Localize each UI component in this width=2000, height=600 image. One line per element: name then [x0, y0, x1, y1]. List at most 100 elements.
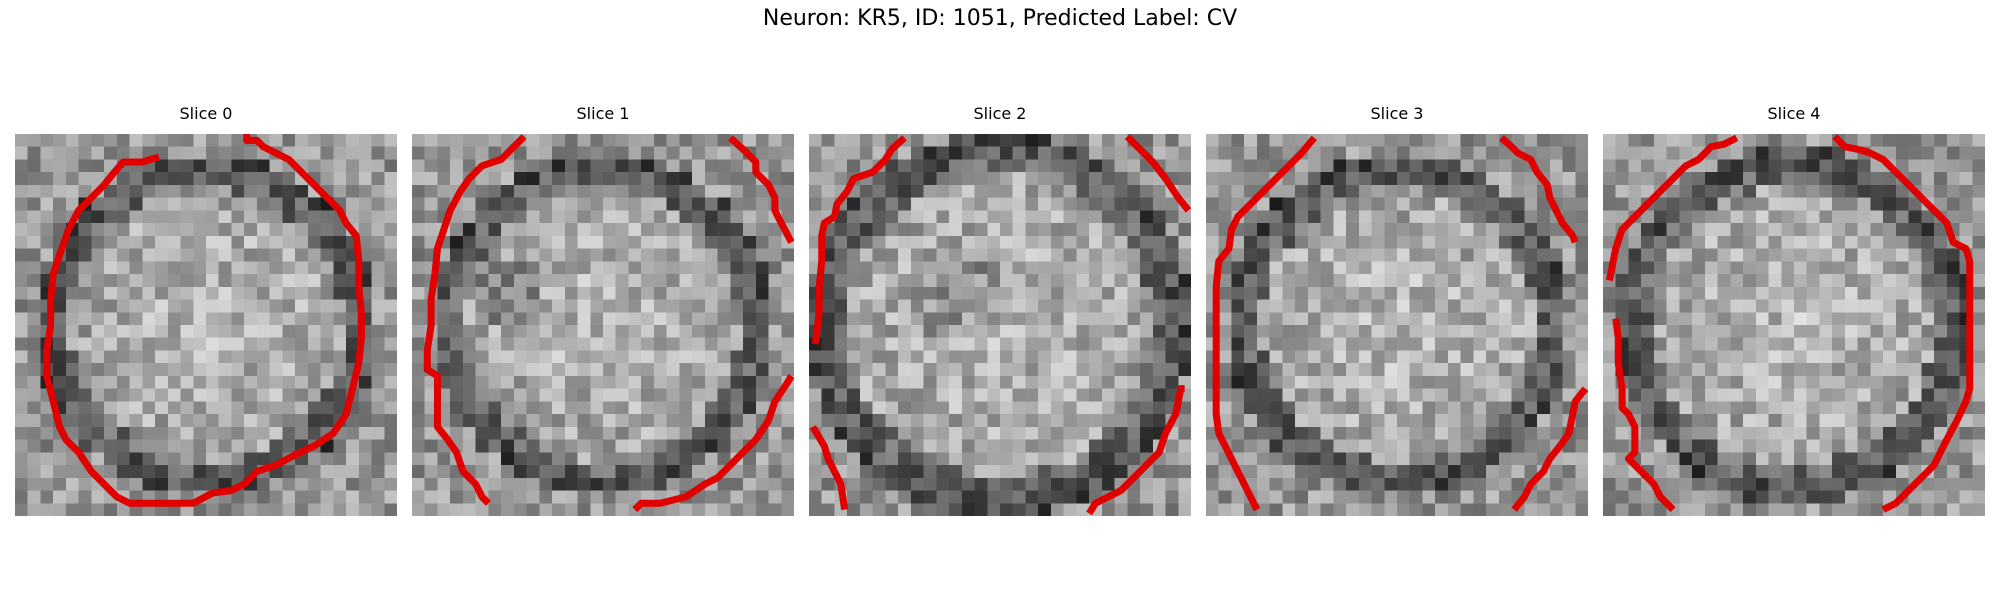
image-pixel: [412, 223, 425, 237]
image-pixel: [1050, 235, 1064, 249]
image-pixel: [910, 312, 924, 326]
image-pixel: [1206, 465, 1219, 479]
image-pixel: [1384, 350, 1398, 364]
image-pixel: [78, 146, 92, 160]
image-pixel: [1755, 274, 1769, 288]
image-pixel: [1537, 312, 1551, 326]
image-pixel: [1679, 146, 1693, 160]
image-pixel: [1435, 223, 1449, 237]
image-pixel: [27, 375, 41, 389]
image-pixel: [577, 465, 591, 479]
image-pixel: [1320, 490, 1334, 504]
image-pixel: [1000, 503, 1013, 516]
image-pixel: [1218, 503, 1232, 516]
image-pixel: [1320, 401, 1334, 415]
image-pixel: [1000, 146, 1013, 160]
image-pixel: [692, 426, 706, 440]
image-pixel: [1486, 134, 1500, 147]
image-pixel: [1152, 363, 1166, 377]
image-pixel: [603, 197, 616, 211]
image-pixel: [346, 312, 360, 326]
image-pixel: [384, 286, 397, 300]
image-pixel: [653, 465, 667, 479]
image-pixel: [1819, 426, 1833, 440]
image-pixel: [412, 134, 425, 147]
image-pixel: [603, 325, 616, 338]
image-pixel: [1628, 401, 1642, 415]
image-pixel: [1781, 312, 1795, 326]
image-pixel: [1050, 452, 1064, 466]
image-pixel: [282, 337, 296, 351]
image-pixel: [1076, 363, 1090, 377]
image-pixel: [1038, 274, 1052, 288]
image-pixel: [1012, 490, 1026, 504]
image-pixel: [1717, 363, 1731, 377]
image-pixel: [1603, 286, 1616, 300]
image-pixel: [692, 465, 706, 479]
image-pixel: [346, 337, 360, 351]
image-pixel: [768, 274, 782, 288]
image-pixel: [1857, 465, 1871, 479]
image-pixel: [1244, 325, 1258, 338]
image-pixel: [1269, 223, 1283, 237]
image-pixel: [1498, 325, 1512, 338]
image-pixel: [1679, 210, 1693, 224]
image-pixel: [295, 197, 309, 211]
image-pixel: [218, 401, 232, 415]
image-pixel: [1307, 325, 1321, 338]
image-pixel: [346, 146, 360, 160]
image-pixel: [885, 350, 899, 364]
image-pixel: [1628, 286, 1642, 300]
image-pixel: [704, 350, 718, 364]
image-pixel: [104, 312, 118, 326]
image-pixel: [116, 184, 130, 198]
image-pixel: [1895, 248, 1909, 262]
image-pixel: [1473, 388, 1487, 402]
image-pixel: [666, 452, 680, 466]
image-pixel: [1063, 477, 1077, 491]
image-pixel: [371, 172, 385, 186]
image-pixel: [1295, 274, 1309, 288]
image-pixel: [27, 210, 41, 224]
image-pixel: [1972, 401, 1985, 415]
image-pixel: [412, 388, 425, 402]
image-pixel: [628, 312, 642, 326]
image-pixel: [1114, 312, 1128, 326]
image-pixel: [898, 312, 912, 326]
image-pixel: [501, 439, 515, 453]
image-pixel: [1089, 452, 1103, 466]
image-pixel: [1692, 426, 1706, 440]
image-pixel: [1844, 325, 1858, 338]
image-pixel: [437, 248, 451, 262]
image-pixel: [1781, 401, 1795, 415]
image-pixel: [1934, 146, 1948, 160]
image-pixel: [15, 146, 28, 160]
image-pixel: [1244, 350, 1258, 364]
image-pixel: [1959, 465, 1973, 479]
image-pixel: [781, 477, 794, 491]
image-pixel: [692, 184, 706, 198]
image-pixel: [1447, 312, 1461, 326]
image-pixel: [1076, 426, 1090, 440]
image-pixel: [1870, 312, 1884, 326]
image-pixel: [1806, 503, 1820, 516]
image-pixel: [961, 414, 975, 428]
image-pixel: [1231, 248, 1245, 262]
image-pixel: [27, 248, 41, 262]
image-pixel: [1127, 414, 1141, 428]
image-pixel: [730, 337, 744, 351]
image-pixel: [1666, 223, 1680, 237]
image-pixel: [206, 159, 219, 173]
image-pixel: [1231, 146, 1245, 160]
image-pixel: [1320, 337, 1334, 351]
image-pixel: [987, 274, 1001, 288]
image-pixel: [755, 248, 769, 262]
image-pixel: [1857, 325, 1871, 338]
image-pixel: [1511, 325, 1525, 338]
image-pixel: [1615, 503, 1629, 516]
image-pixel: [475, 197, 489, 211]
image-pixel: [1409, 172, 1423, 186]
image-pixel: [1295, 477, 1309, 491]
image-pixel: [821, 325, 835, 338]
contour-line: [1832, 134, 1974, 513]
